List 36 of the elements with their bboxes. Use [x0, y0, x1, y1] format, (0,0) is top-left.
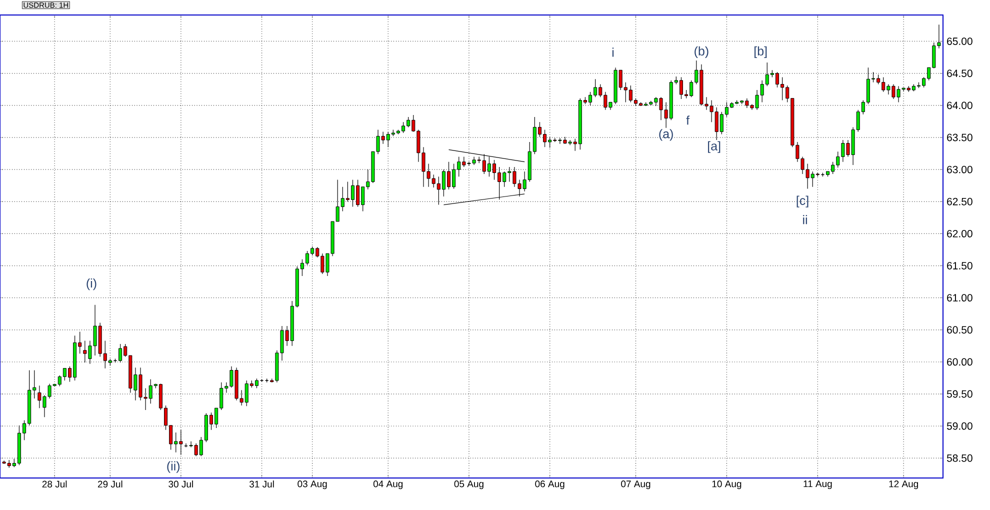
annotation: (a): [659, 129, 673, 141]
y-tick-label: 63.50: [947, 134, 972, 142]
x-tick-label: 07 Aug: [621, 480, 650, 490]
annotation: [b]: [754, 46, 767, 58]
annotation: (b): [694, 46, 708, 58]
annotation: (ii): [167, 461, 180, 473]
y-tick-label: 58.50: [946, 454, 972, 462]
x-tick-label: 05 Aug: [454, 480, 484, 490]
annotation: ii: [803, 215, 807, 224]
x-tick-label: 06 Aug: [535, 480, 564, 490]
y-tick-label: 61.00: [947, 294, 972, 302]
x-tick-label: 04 Aug: [373, 480, 403, 490]
x-tick-label: 29 Jul: [98, 480, 122, 488]
y-tick-label: 59.00: [946, 422, 972, 430]
annotation: f: [686, 116, 690, 125]
y-tick-label: 62.50: [947, 198, 972, 206]
y-tick-label: 59.50: [946, 390, 972, 398]
y-tick-label: 63.00: [947, 166, 972, 174]
x-tick-label: 03 Aug: [298, 480, 327, 490]
x-tick-label: 28 Jul: [42, 480, 67, 488]
y-tick-label: 65.00: [947, 38, 972, 45]
x-tick-label: 12 Aug: [889, 480, 918, 490]
y-tick-label: 64.50: [947, 70, 972, 78]
y-tick-label: 64.00: [947, 102, 972, 110]
annotation: [a]: [708, 141, 720, 153]
x-tick-label: 10 Aug: [712, 480, 742, 490]
x-tick-label: 11 Aug: [804, 480, 832, 490]
annotation: (i): [86, 278, 96, 290]
y-tick-label: 60.50: [947, 326, 972, 334]
y-tick-label: 60.00: [947, 358, 972, 366]
annotation: i: [612, 48, 614, 57]
x-tick-label: 30 Jul: [168, 480, 193, 488]
y-tick-label: 61.50: [947, 262, 972, 270]
y-tick-label: 62.00: [947, 230, 972, 238]
annotation: [c]: [796, 196, 808, 208]
x-tick-label: 31 Jul: [249, 480, 274, 488]
